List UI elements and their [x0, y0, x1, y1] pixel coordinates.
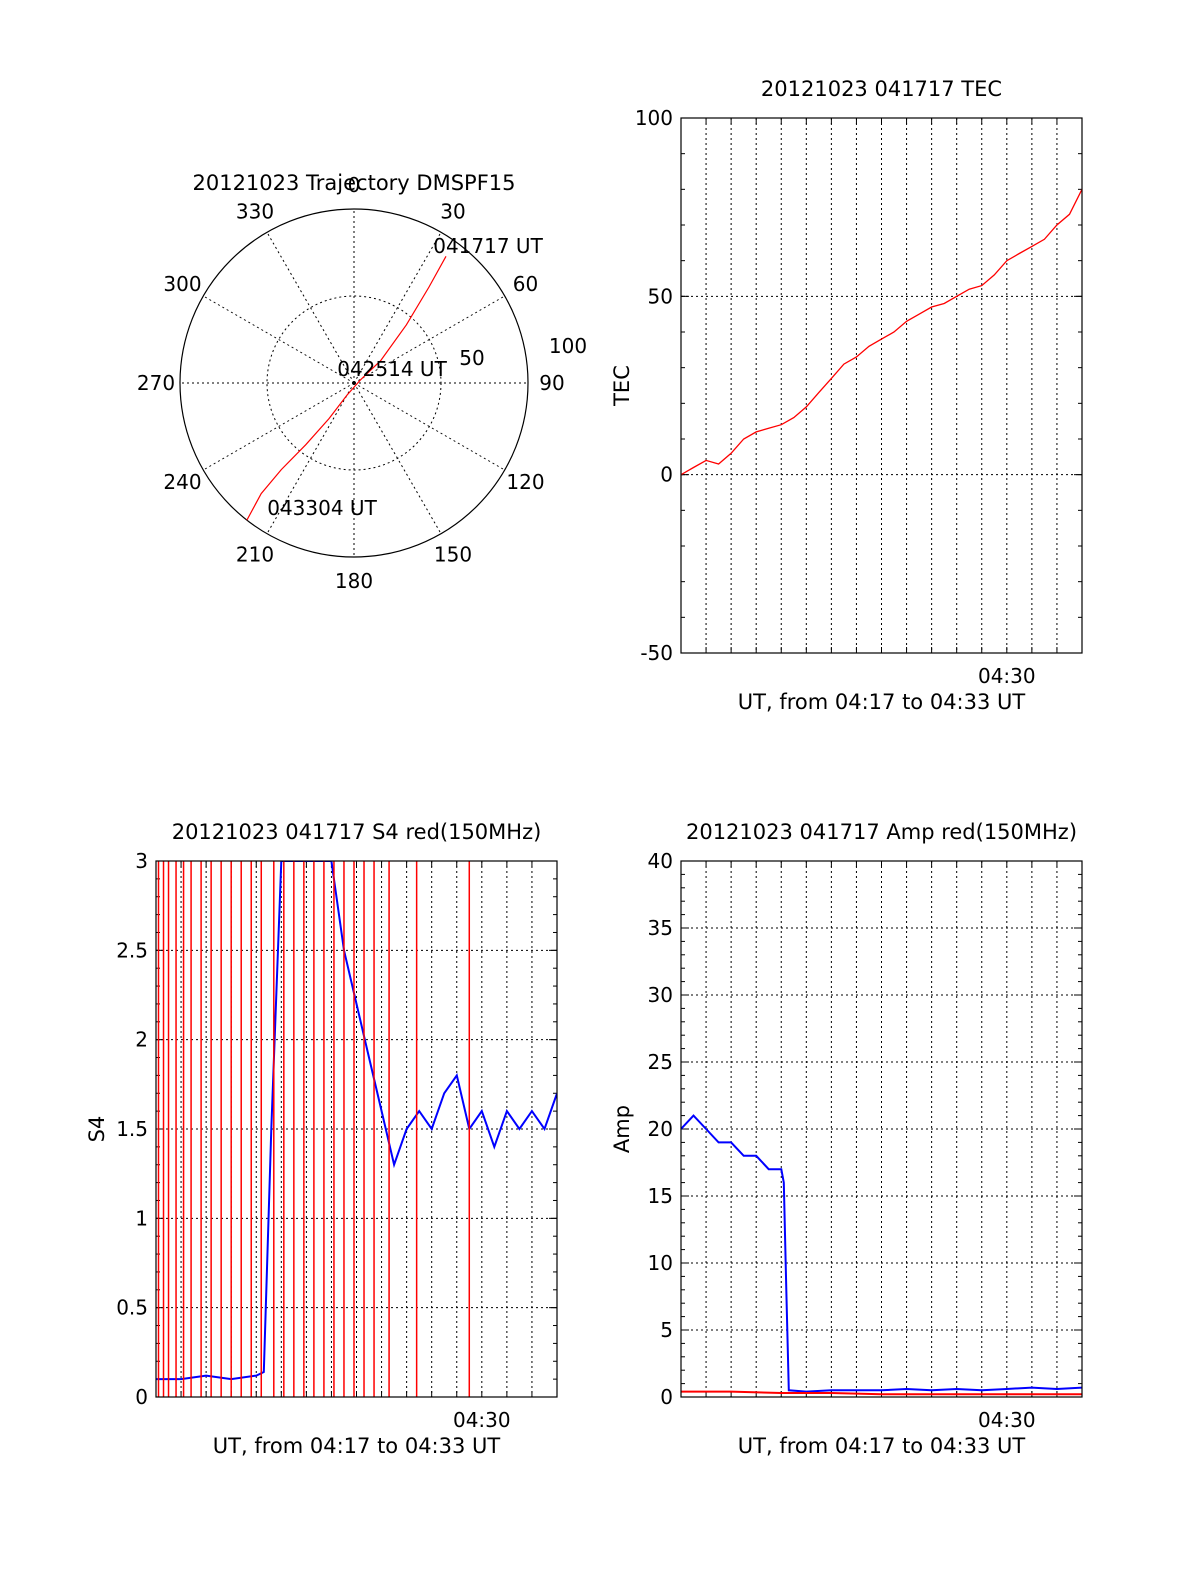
panel-3-ytick-label: 25 [648, 1050, 673, 1074]
panel-1-frame [680, 117, 1083, 654]
panel-1-ylabel: TEC [610, 365, 634, 407]
polar-spoke [353, 382, 505, 471]
panel-1-ytick-label: -50 [640, 641, 673, 665]
polar-spoke [353, 232, 442, 384]
panel-3-ytick-label: 15 [648, 1184, 673, 1208]
panel-2-xtick-label: 04:30 [453, 1408, 511, 1432]
panel-3-xlabel: UT, from 04:17 to 04:33 UT [738, 1434, 1026, 1458]
polar-angle-label: 120 [506, 470, 544, 494]
panel-3-ytick-label: 0 [660, 1385, 673, 1409]
polar-angle-label: 180 [335, 569, 373, 593]
polar-angle-label: 30 [440, 200, 465, 224]
polar-spoke [353, 382, 442, 534]
panel-3-ytick-label: 40 [648, 849, 673, 873]
panel-1-series-0-line [681, 189, 1082, 476]
polar-spoke [353, 295, 505, 384]
panel-1-ytick-label: 50 [648, 284, 673, 308]
polar-angle-label: 240 [163, 470, 201, 494]
panel-3-title: 20121023 041717 Amp red(150MHz) [686, 820, 1077, 844]
panel-2-ytick-label: 1 [135, 1206, 148, 1230]
polar-angle-label: 210 [236, 542, 274, 566]
panel-3-series-0-line [681, 1114, 1082, 1393]
polar-angle-label: 300 [163, 272, 201, 296]
polar-angle-label: 90 [539, 371, 564, 395]
polar-trajectory-line [246, 256, 447, 521]
polar-radial-label: 50 [459, 346, 484, 370]
panel-2-frame [155, 860, 558, 1398]
polar-spoke [203, 295, 355, 384]
panel-2-ytick-label: 0.5 [116, 1296, 148, 1320]
panel-2-series-0-line [156, 861, 557, 1381]
panel-3-ylabel: Amp [610, 1105, 634, 1153]
polar-annotation: 042514 UT [337, 357, 447, 381]
panel-3-ytick-label: 5 [660, 1318, 673, 1342]
polar-title: 20121023 Trajectory DMSPF15 [192, 171, 515, 195]
panel-3-ytick-label: 30 [648, 983, 673, 1007]
panel-2-ytick-label: 0 [135, 1385, 148, 1409]
panel-1-xlabel: UT, from 04:17 to 04:33 UT [738, 690, 1026, 714]
panel-1-ytick-label: 0 [660, 463, 673, 487]
polar-spoke [203, 382, 355, 471]
polar-outer-circle [179, 208, 529, 558]
panel-1-ytick-label: 100 [635, 106, 673, 130]
panel-3-ytick-label: 20 [648, 1117, 673, 1141]
polar-radial-label: 100 [549, 334, 587, 358]
panel-2-ytick-label: 3 [135, 849, 148, 873]
panel-2-ytick-label: 2 [135, 1028, 148, 1052]
panel-3-ytick-label: 35 [648, 916, 673, 940]
panel-1-title: 20121023 041717 TEC [761, 77, 1002, 101]
panel-2-xlabel: UT, from 04:17 to 04:33 UT [213, 1434, 501, 1458]
polar-angle-label: 60 [513, 272, 538, 296]
panel-2-title: 20121023 041717 S4 red(150MHz) [172, 820, 542, 844]
panel-3-ytick-label: 10 [648, 1251, 673, 1275]
polar-angle-label: 150 [434, 542, 472, 566]
polar-angle-label: 0 [348, 173, 361, 197]
polar-angle-label: 270 [137, 371, 175, 395]
panel-3-frame [680, 860, 1083, 1398]
panel-1-xtick-label: 04:30 [978, 664, 1036, 688]
panel-2-ylabel: S4 [85, 1116, 109, 1143]
panel-3-xtick-label: 04:30 [978, 1408, 1036, 1432]
panel-3-series-1-line [681, 1390, 1082, 1396]
polar-spoke [266, 382, 355, 534]
panel-2-ytick-label: 1.5 [116, 1117, 148, 1141]
polar-angle-label: 330 [236, 200, 274, 224]
panel-2-ytick-label: 2.5 [116, 938, 148, 962]
polar-spoke [266, 232, 355, 384]
polar-annotation: 041717 UT [433, 234, 543, 258]
polar-annotation: 043304 UT [267, 496, 377, 520]
